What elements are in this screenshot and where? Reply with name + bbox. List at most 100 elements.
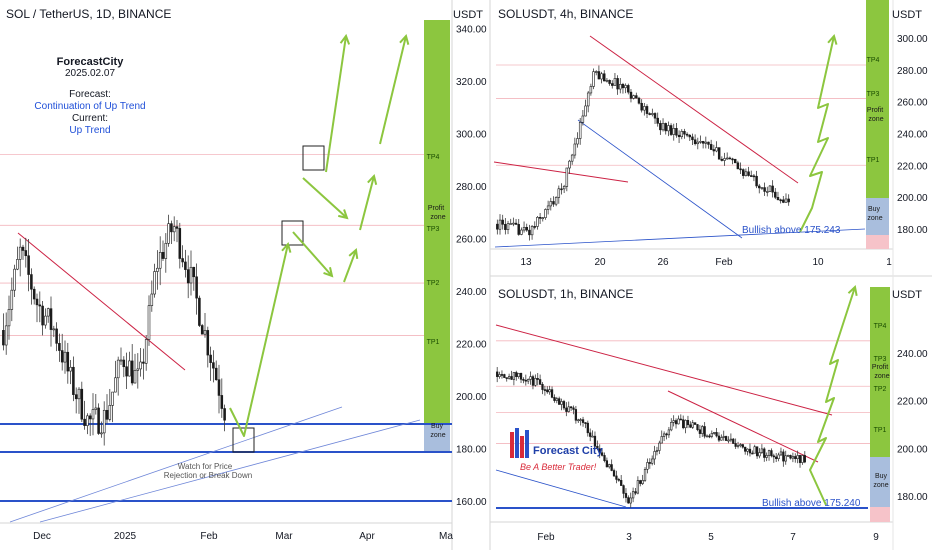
tr-candle-body — [541, 217, 545, 219]
br-candle-body — [727, 439, 730, 442]
tr-candle-body — [766, 191, 769, 193]
note-line-2: Rejection or Break Down — [164, 471, 252, 480]
l-candle-body — [114, 377, 117, 393]
br-candle-body — [679, 418, 682, 421]
l-candle-body — [58, 343, 61, 351]
tr-candle-body — [688, 134, 692, 138]
br-candle-body — [744, 446, 747, 452]
l-y-tick-5: 240.00 — [456, 287, 487, 298]
left-arrow-4-head — [348, 248, 359, 260]
info-forecast-label: Forecast: — [69, 89, 111, 100]
tr-candle-body — [594, 71, 598, 73]
l-candle-body — [186, 269, 190, 284]
tr-candle-body — [605, 79, 609, 82]
tr-currency-label: USDT — [892, 9, 922, 21]
br-candle-body — [548, 389, 551, 393]
tr-candle-body — [667, 125, 670, 132]
br-x-tick-feb: Feb — [537, 532, 555, 543]
left-y-axis-ticks: 340.00 320.00 300.00 280.00 260.00 240.00 220.… — [456, 24, 487, 508]
br-candle-body — [515, 372, 518, 378]
br-candle-body — [600, 452, 604, 456]
br-candle-body — [589, 432, 592, 437]
l-candle-body — [147, 305, 151, 340]
tr-y-axis-ticks: 300.00 280.00 260.00 240.00 220.00 200.00 180.… — [897, 34, 928, 236]
left-arrow-1-head — [281, 241, 292, 253]
tr-candle-body — [506, 223, 510, 230]
tr-candle-body — [784, 198, 788, 203]
tr-candle-body — [592, 71, 595, 87]
l-candle-body — [18, 246, 22, 260]
br-profit-label-1: Profit — [872, 364, 888, 371]
info-forecast-value: Continuation of Up Trend — [34, 101, 145, 112]
left-profit-label-2: zone — [430, 214, 445, 221]
br-candle-body — [665, 433, 668, 436]
l-y-tick-0: 340.00 — [456, 24, 487, 35]
tr-candle-body — [768, 185, 772, 192]
tr-candle-body — [728, 157, 732, 160]
tr-candle-body — [554, 197, 558, 205]
left-x-tick-may: Ma — [439, 531, 453, 542]
br-candle-body — [629, 497, 632, 504]
br-candle-body — [510, 376, 513, 380]
tr-buy-zone — [866, 198, 889, 235]
br-candle-body — [565, 407, 568, 412]
l-candle-body — [181, 258, 184, 263]
br-candle-body — [705, 435, 709, 438]
l-candle-body — [195, 276, 198, 299]
l-candle-body — [91, 409, 95, 420]
l-candle-body — [77, 388, 81, 400]
br-candlesticks — [496, 367, 806, 508]
l-candle-body — [184, 261, 187, 270]
l-candle-body — [206, 330, 210, 356]
br-profit-zone — [870, 287, 890, 457]
br-profit-label-2: zone — [874, 373, 889, 380]
tr-candle-body — [715, 147, 718, 152]
br-candle-body — [505, 377, 508, 379]
br-y-axis-ticks: 240.00 220.00 200.00 180.00 — [897, 349, 928, 503]
tr-y-tick-1: 280.00 — [897, 66, 928, 77]
l-candle-body — [125, 366, 128, 377]
left-arrow-5 — [359, 175, 375, 231]
left-arrow-6 — [325, 35, 347, 173]
br-candle-body — [758, 452, 761, 457]
tr-y-tick-6: 180.00 — [897, 225, 928, 236]
br-candle-body — [691, 422, 694, 428]
tr-candle-body — [699, 141, 702, 143]
br-tp4-label: TP4 — [874, 323, 887, 330]
l-candle-body — [63, 351, 67, 363]
br-candle-body — [686, 420, 690, 426]
tr-candle-body — [693, 139, 697, 145]
br-trendlines — [495, 324, 868, 509]
tr-projection-arrows — [799, 33, 838, 233]
tr-candle-body — [520, 229, 523, 235]
br-candle-body — [710, 433, 713, 437]
br-candle-body — [631, 491, 635, 499]
l-candle-body — [21, 246, 25, 251]
l-candle-body — [212, 362, 215, 369]
l-candle-body — [49, 308, 53, 330]
tr-down-trendline — [589, 35, 799, 184]
br-down-trendline-short — [667, 390, 819, 463]
br-candle-body — [558, 398, 561, 405]
l-candle-body — [122, 359, 126, 368]
l-candle-body — [52, 328, 56, 331]
tr-candle-body — [496, 223, 499, 230]
tr-candle-body — [645, 106, 649, 114]
left-arrow-3 — [302, 177, 348, 219]
br-down-trendline-long — [495, 324, 833, 416]
tr-candle-body — [685, 133, 689, 136]
br-candle-body — [720, 437, 723, 441]
br-candle-body — [567, 406, 570, 412]
br-candle-body — [722, 436, 725, 438]
logo-bar-3 — [520, 436, 524, 458]
br-candle-body — [777, 454, 780, 459]
left-profit-label-1: Profit — [428, 205, 444, 212]
l-candle-body — [170, 223, 173, 233]
br-candle-body — [770, 450, 773, 457]
tr-tp4-label: TP4 — [867, 57, 880, 64]
tr-candle-body — [635, 95, 638, 99]
br-candle-body — [636, 480, 640, 494]
l-y-tick-6: 220.00 — [456, 339, 487, 350]
info-brand: ForecastCity — [57, 56, 125, 68]
tr-candle-body — [629, 91, 633, 99]
